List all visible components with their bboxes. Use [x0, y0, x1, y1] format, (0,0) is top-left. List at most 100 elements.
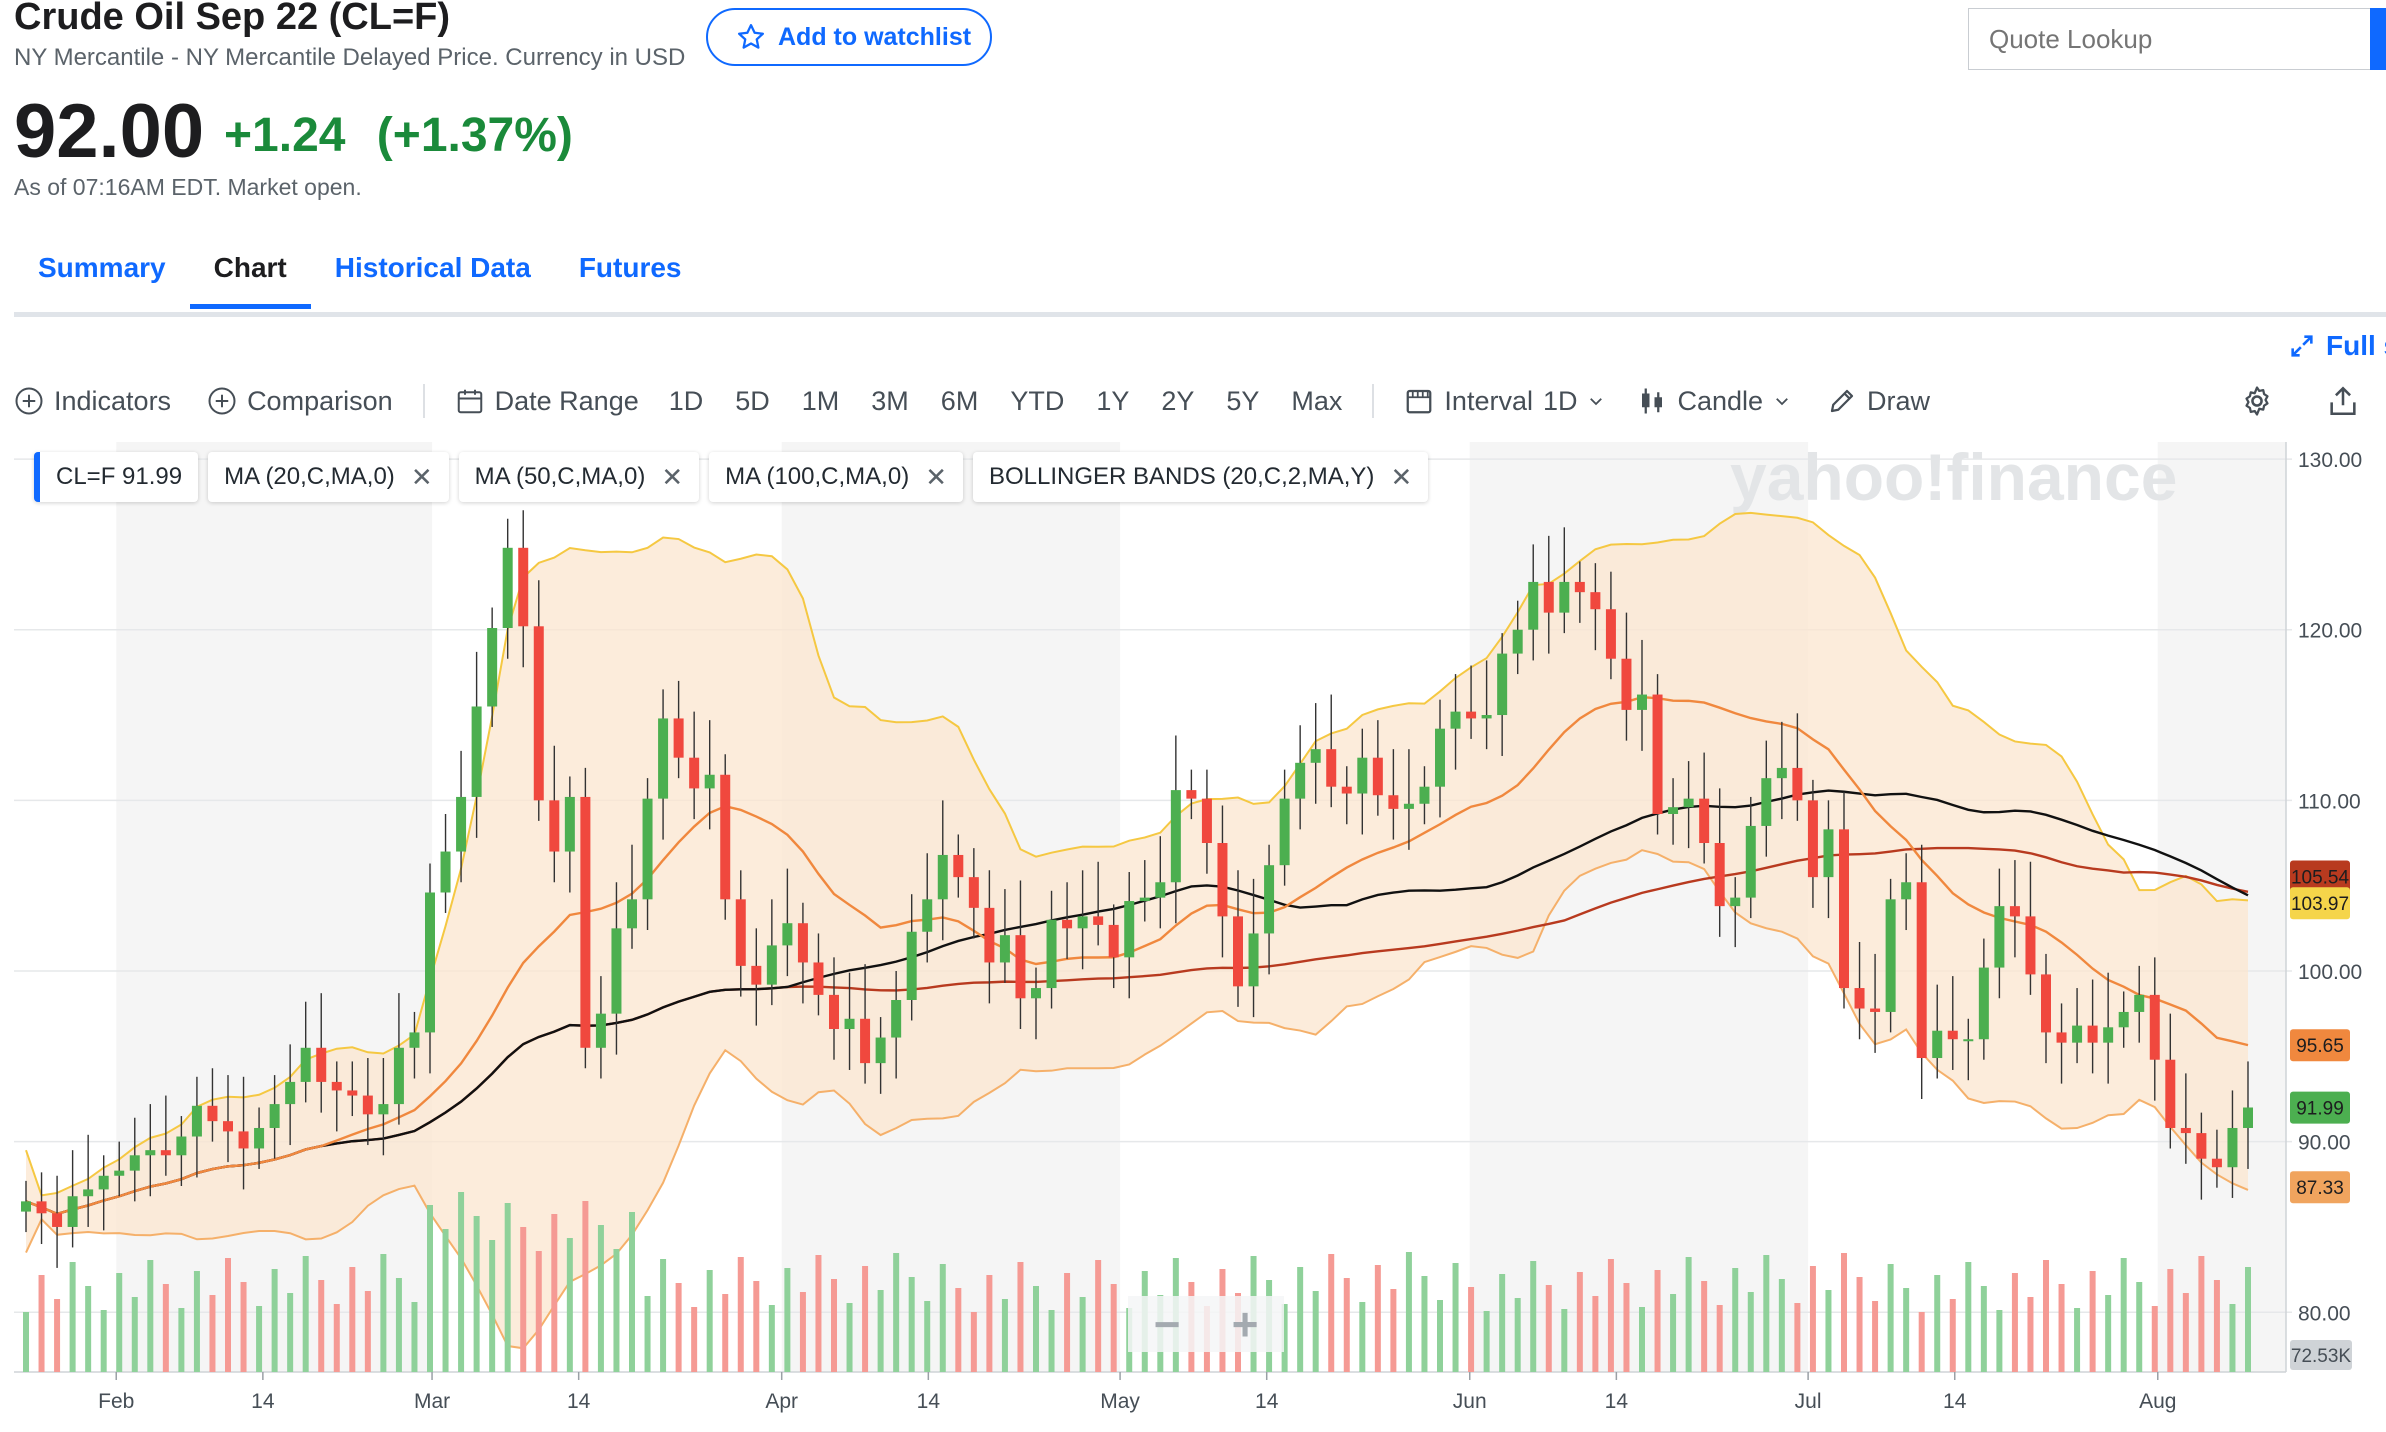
settings-gear-icon[interactable] [2240, 384, 2274, 418]
range-2y-button[interactable]: 2Y [1161, 385, 1195, 416]
volume-bar [2058, 1284, 2065, 1372]
quote-lookup-input[interactable] [1968, 8, 2378, 70]
price-tag-label: 91.99 [2296, 1099, 2344, 1120]
volume-bar [116, 1273, 123, 1372]
ma100-pill[interactable]: MA (100,C,MA,0) ✕ [709, 452, 963, 502]
interval-label: Interval [1444, 385, 1533, 416]
candle-body [1637, 694, 1647, 710]
candle-body [658, 718, 669, 799]
candle-body [1807, 800, 1818, 878]
candle-body [2056, 1032, 2067, 1043]
add-to-watchlist-button[interactable]: Add to watchlist [706, 8, 992, 66]
zoom-in-button[interactable]: + [1231, 1298, 1259, 1350]
range-max-button[interactable]: Max [1291, 385, 1343, 416]
close-icon[interactable]: ✕ [925, 461, 947, 492]
range-5y-button[interactable]: 5Y [1226, 385, 1260, 416]
range-1m-button[interactable]: 1M [801, 385, 840, 416]
search-button[interactable] [2370, 8, 2386, 70]
volume-bar [395, 1278, 402, 1372]
volume-bar [1530, 1261, 1537, 1372]
volume-bar [597, 1225, 604, 1372]
candle-body [1093, 916, 1104, 925]
candle-body [223, 1121, 233, 1132]
close-icon[interactable]: ✕ [410, 461, 433, 492]
indicators-button[interactable]: Indicators [14, 386, 171, 417]
bollinger-pill[interactable]: BOLLINGER BANDS (20,C,2,MA,Y) ✕ [972, 452, 1429, 502]
range-5d-button[interactable]: 5D [735, 385, 770, 416]
volume-bar [1980, 1286, 1987, 1372]
volume-bar [1312, 1291, 1319, 1372]
candle-body [1497, 653, 1508, 716]
volume-bar [2245, 1267, 2251, 1372]
ma20-pill[interactable]: MA (20,C,MA,0) ✕ [208, 452, 449, 502]
tab-historical-data[interactable]: Historical Data [334, 252, 531, 283]
tab-divider [14, 312, 2386, 317]
candle-body [1916, 882, 1927, 1059]
volume-bar [473, 1216, 480, 1372]
candle-body [2087, 1025, 2098, 1043]
candle-body [1435, 728, 1445, 787]
volume-bar [162, 1284, 169, 1372]
volume-bar [1996, 1310, 2003, 1372]
candle-body [1326, 749, 1337, 787]
interval-dropdown[interactable]: Interval 1D [1404, 386, 1605, 417]
price-tag-label: 87.33 [2296, 1178, 2344, 1199]
chart-type-dropdown[interactable]: Candle [1637, 386, 1791, 417]
candle-body [1403, 803, 1414, 809]
candle-body [2211, 1158, 2222, 1168]
volume-bar [1841, 1253, 1847, 1372]
candle-body [1248, 933, 1259, 987]
fullscreen-button[interactable]: Full s [2288, 330, 2386, 362]
date-range-button[interactable]: Date Range [455, 386, 639, 417]
candle-body [1372, 757, 1383, 796]
candle-body [1947, 1030, 1958, 1040]
range-3m-button[interactable]: 3M [871, 385, 909, 416]
zoom-out-button[interactable]: − [1153, 1298, 1181, 1350]
price-tag [2290, 887, 2350, 920]
close-icon[interactable]: ✕ [1390, 461, 1413, 492]
chevron-down-icon [1776, 398, 1788, 406]
x-tick-label: 14 [917, 1390, 941, 1413]
candle-body [98, 1175, 109, 1190]
candle-body [347, 1090, 358, 1096]
volume-bar [85, 1286, 92, 1372]
share-icon[interactable] [2326, 384, 2360, 418]
range-1d-button[interactable]: 1D [668, 385, 704, 416]
price-tag [2290, 1171, 2350, 1204]
x-tick-label: 14 [1943, 1390, 1967, 1413]
range-ytd-button[interactable]: YTD [1010, 385, 1065, 416]
volume-bar [2229, 1304, 2236, 1372]
price-tag-label: 103.97 [2291, 894, 2349, 915]
close-icon[interactable]: ✕ [661, 461, 684, 492]
candle-body [2134, 994, 2145, 1012]
candle-body [1077, 916, 1088, 929]
candle-body [471, 706, 482, 797]
candle-body [2180, 1127, 2191, 1134]
candle-body [984, 907, 995, 963]
candle-body [891, 1000, 902, 1038]
price-chart[interactable]: 130.00 120.00 110.00 100.00 90.00 80.00 Feb 14 M… [0, 432, 2386, 1432]
draw-button[interactable]: Draw [1827, 386, 1930, 417]
candle-body [300, 1047, 311, 1082]
toolbar-divider [1372, 384, 1375, 418]
tab-futures[interactable]: Futures [578, 252, 682, 283]
symbol-pill[interactable]: CL=F 91.99 [34, 452, 199, 502]
volume-bar [1499, 1274, 1506, 1372]
candle-body [238, 1131, 249, 1149]
range-1y-button[interactable]: 1Y [1096, 385, 1130, 416]
comparison-button[interactable]: Comparison [207, 386, 393, 417]
range-6m-button[interactable]: 6M [940, 385, 979, 416]
volume-bar [271, 1269, 278, 1372]
volume-bar [831, 1279, 837, 1372]
x-tick-label: Jul [1795, 1390, 1822, 1413]
volume-tag [2290, 1340, 2352, 1370]
candle-body [36, 1201, 47, 1214]
ma50-pill[interactable]: MA (50,C,MA,0) ✕ [458, 452, 700, 502]
tab-summary[interactable]: Summary [38, 252, 166, 283]
volume-bar [1747, 1292, 1754, 1372]
volume-bar [722, 1294, 729, 1372]
volume-bar [380, 1254, 387, 1372]
zoom-controls: − + [1128, 1296, 1284, 1352]
tab-chart[interactable]: Chart [189, 242, 311, 309]
volume-bar [2151, 1306, 2158, 1372]
